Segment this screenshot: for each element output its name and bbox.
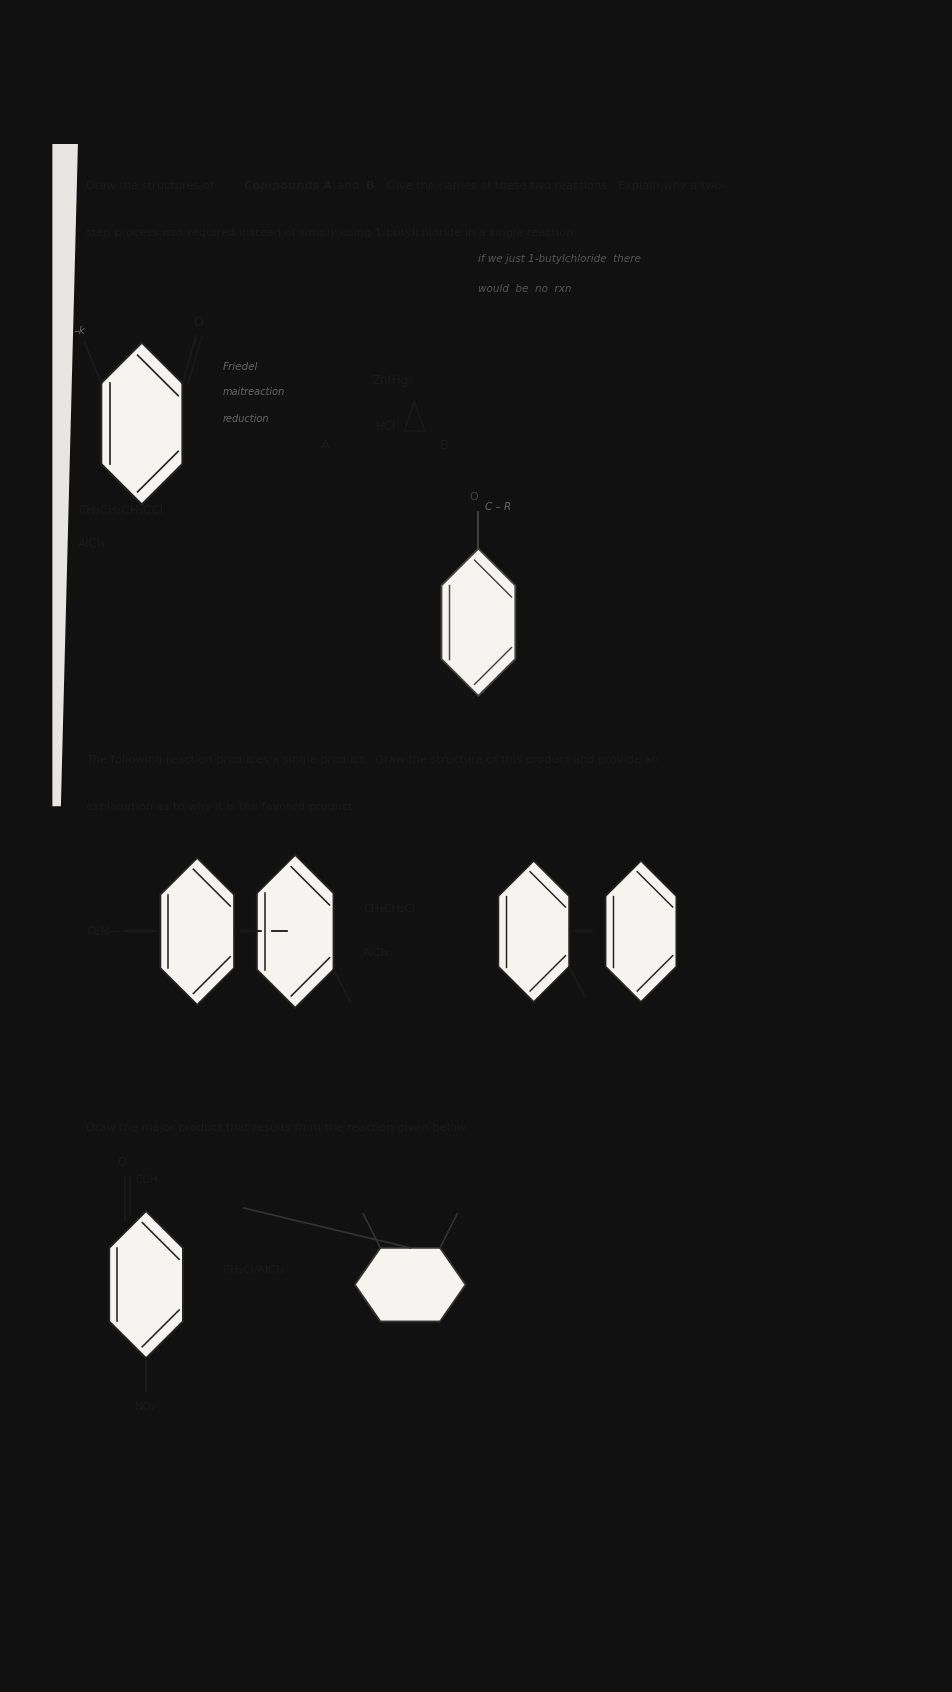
Polygon shape bbox=[605, 861, 676, 1002]
Text: Friedel: Friedel bbox=[223, 362, 258, 372]
Text: Draw the structures of: Draw the structures of bbox=[87, 181, 218, 191]
Text: would  be  no  rxn: would be no rxn bbox=[479, 284, 572, 294]
Polygon shape bbox=[160, 858, 234, 1005]
Polygon shape bbox=[355, 1249, 466, 1321]
Polygon shape bbox=[498, 861, 569, 1002]
Polygon shape bbox=[257, 854, 333, 1008]
Text: O₂N—: O₂N— bbox=[86, 926, 121, 937]
Polygon shape bbox=[109, 1211, 183, 1359]
Text: NO₂: NO₂ bbox=[135, 1403, 157, 1413]
Polygon shape bbox=[442, 548, 515, 695]
Text: Draw the major product that results from the reaction given below.: Draw the major product that results from… bbox=[87, 1123, 469, 1132]
Text: C: C bbox=[262, 919, 269, 929]
Text: step process was required instead of simply using 1-butylchloride in a single re: step process was required instead of sim… bbox=[87, 228, 578, 239]
Text: if we just 1-butylchloride  there: if we just 1-butylchloride there bbox=[479, 254, 642, 264]
Text: A: A bbox=[321, 440, 330, 452]
Text: O: O bbox=[118, 1156, 127, 1169]
Text: B: B bbox=[366, 181, 374, 191]
Text: CH₃CH₂CH₂CCl: CH₃CH₂CH₂CCl bbox=[78, 504, 163, 518]
Text: –k: –k bbox=[74, 327, 86, 337]
Text: C – R: C – R bbox=[486, 503, 511, 513]
Text: .  Give the names of these two reactions.  Explain why a two-: . Give the names of these two reactions.… bbox=[376, 181, 726, 191]
Text: The following reaction produces a single product.  Draw the structure of this pr: The following reaction produces a single… bbox=[87, 755, 660, 765]
Text: B: B bbox=[440, 440, 449, 452]
Text: CCH₃: CCH₃ bbox=[135, 1174, 162, 1184]
Text: H₂: H₂ bbox=[262, 949, 274, 958]
Text: Zn(Hg): Zn(Hg) bbox=[372, 374, 414, 387]
Text: AlCl₃: AlCl₃ bbox=[78, 536, 106, 550]
Text: and: and bbox=[333, 181, 362, 191]
Text: CH₃Cl/AlCl₃: CH₃Cl/AlCl₃ bbox=[223, 1266, 285, 1276]
Text: O: O bbox=[469, 491, 479, 501]
Text: reduction: reduction bbox=[223, 413, 269, 423]
Text: Compounds A: Compounds A bbox=[244, 181, 332, 191]
Text: AlCl₃: AlCl₃ bbox=[364, 949, 389, 958]
Text: HCl: HCl bbox=[376, 420, 397, 433]
Text: CH₃CH₂Cl: CH₃CH₂Cl bbox=[364, 904, 416, 914]
Text: O: O bbox=[193, 316, 203, 328]
Polygon shape bbox=[101, 342, 183, 504]
Text: explanation as to why it is the favored product.: explanation as to why it is the favored … bbox=[87, 802, 357, 812]
Text: maitreaction: maitreaction bbox=[223, 387, 285, 398]
Polygon shape bbox=[52, 144, 78, 807]
